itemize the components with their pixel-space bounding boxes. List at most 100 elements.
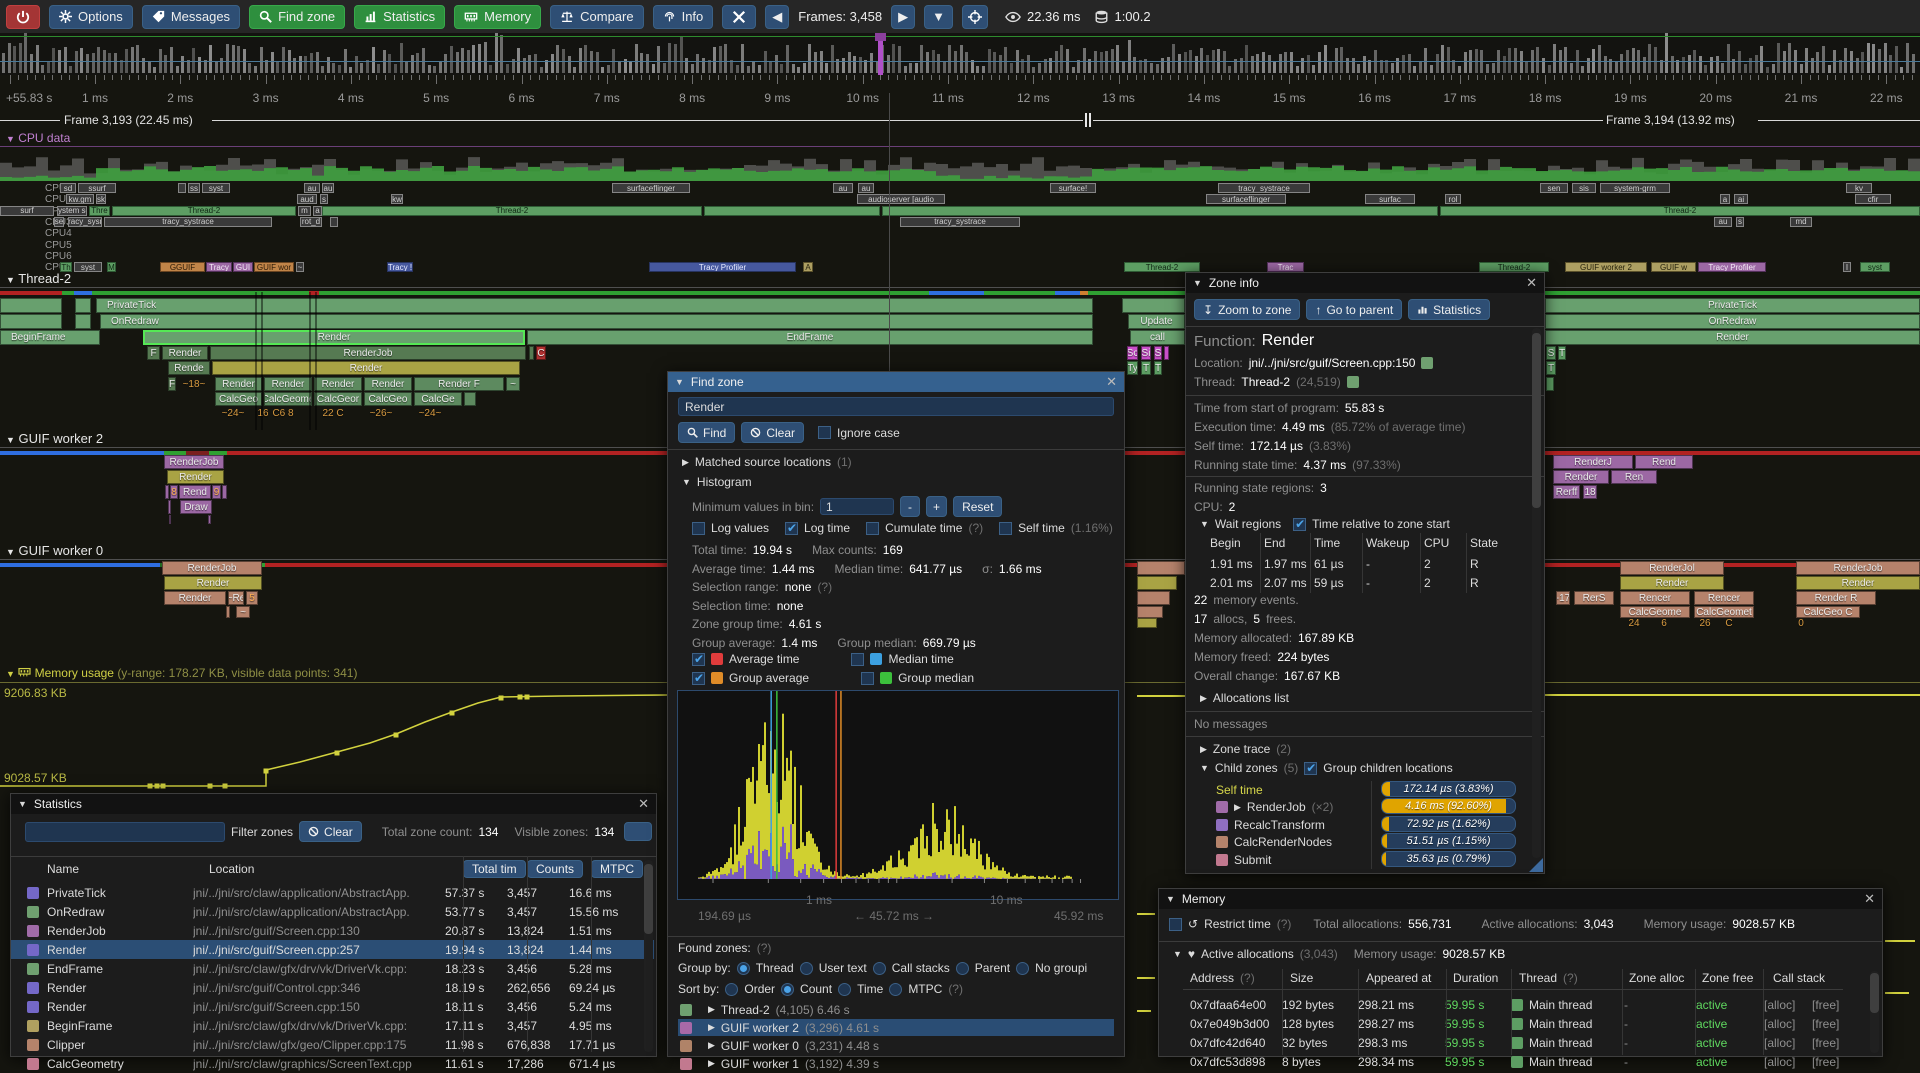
prev-frame-button[interactable]: ◀ bbox=[765, 5, 789, 29]
zone-info-titlebar[interactable]: ▼ Zone info ✕ bbox=[1186, 273, 1544, 293]
timeline-zone[interactable]: 9 bbox=[212, 485, 221, 499]
cpu-zone[interactable]: Tracy Profiler bbox=[649, 262, 796, 272]
timeline-zone[interactable]: Render bbox=[364, 377, 412, 391]
find-button[interactable]: Find bbox=[678, 422, 735, 443]
collapse-icon[interactable]: ▼ bbox=[18, 799, 27, 809]
histogram-plot[interactable] bbox=[677, 690, 1119, 900]
cpu-zone[interactable]: au bbox=[322, 183, 334, 193]
log-values-checkbox[interactable] bbox=[692, 522, 705, 535]
timeline-zone[interactable] bbox=[464, 392, 476, 406]
clipped-pill-button[interactable] bbox=[624, 822, 652, 841]
cpu-zone[interactable]: M bbox=[107, 262, 116, 272]
zone-location[interactable]: jni/../jni/src/guif/Screen.cpp:150 bbox=[1249, 356, 1416, 370]
cpu-zone[interactable]: A bbox=[803, 262, 813, 272]
col-counts[interactable]: Counts bbox=[527, 860, 583, 878]
timeline-zone[interactable] bbox=[1137, 561, 1185, 575]
found-zone-thread-row[interactable]: ▶Thread-2(4,105) 6.46 s bbox=[678, 1001, 1114, 1018]
cpu-zone[interactable]: sk bbox=[96, 194, 106, 204]
timeline-zone[interactable]: Render bbox=[1620, 576, 1724, 590]
user-text-radio[interactable] bbox=[800, 962, 813, 975]
search-input[interactable]: Render bbox=[678, 397, 1114, 416]
timeline-zone[interactable]: PrivateTick bbox=[96, 298, 1093, 313]
found-zone-thread-row[interactable]: ▶GUIF worker 0(3,231) 4.48 s bbox=[678, 1037, 1114, 1054]
zone-statistics-button[interactable]: Statistics bbox=[1408, 299, 1490, 320]
cpu-zone[interactable]: au bbox=[1714, 217, 1732, 227]
cpu-zone[interactable]: kw bbox=[391, 194, 403, 204]
legend-checkbox[interactable] bbox=[851, 653, 864, 666]
thread-header[interactable]: ▼ Thread-2 bbox=[6, 271, 71, 286]
child-zone-row[interactable]: CalcRenderNodes bbox=[1216, 835, 1332, 849]
cpu-zone[interactable]: rot_d bbox=[300, 217, 322, 227]
cpu-zone[interactable]: Thread-2 bbox=[1124, 262, 1200, 272]
timeline-zone[interactable]: Rencer bbox=[1620, 591, 1690, 605]
cpu-zone[interactable]: Thread-2 bbox=[1440, 206, 1920, 216]
cpu-data-header[interactable]: ▼ CPU data bbox=[6, 131, 70, 145]
order-radio[interactable] bbox=[725, 983, 738, 996]
cpu-zone[interactable]: GUIF worker 2 bbox=[1565, 262, 1647, 272]
timeline-zone[interactable]: S bbox=[1546, 346, 1556, 360]
memory-col-header[interactable]: Size bbox=[1290, 971, 1313, 985]
cpu-zone[interactable]: au bbox=[304, 183, 320, 193]
timeline-zone[interactable]: ~24~ bbox=[218, 407, 248, 419]
cpu-zone[interactable]: a bbox=[313, 206, 322, 216]
timeline-zone[interactable]: C bbox=[536, 346, 546, 360]
self-time-checkbox[interactable] bbox=[999, 522, 1012, 535]
timeline-zone[interactable]: Rencer bbox=[1694, 591, 1754, 605]
goto-frame-button[interactable]: ▼ bbox=[924, 5, 953, 29]
power-button[interactable] bbox=[6, 5, 40, 29]
timeline-zone[interactable]: ~ bbox=[236, 606, 250, 618]
timeline-zone[interactable]: ~26~ bbox=[364, 407, 398, 419]
collapse-icon[interactable]: ▼ bbox=[682, 477, 691, 487]
go-to-parent-button[interactable]: ↑Go to parent bbox=[1306, 299, 1402, 320]
cpu-zone[interactable]: syst bbox=[202, 183, 230, 193]
options-button[interactable]: Options bbox=[49, 5, 133, 29]
cpu-zone[interactable]: surfaceflinger bbox=[1206, 194, 1286, 204]
timeline-zone[interactable]: Render bbox=[1796, 576, 1920, 590]
timeline-zone[interactable] bbox=[226, 606, 230, 618]
cpu-zone[interactable]: GUIF wor bbox=[254, 262, 294, 272]
timeline-zone[interactable]: RenderJol bbox=[1620, 561, 1724, 575]
timeline-zone[interactable]: RerS bbox=[1574, 591, 1614, 605]
zoom-to-zone-button[interactable]: ↧Zoom to zone bbox=[1194, 299, 1300, 320]
statistics-scrollbar[interactable] bbox=[644, 860, 653, 1052]
cpu-zone[interactable]: s bbox=[1736, 217, 1744, 227]
legend-checkbox[interactable] bbox=[692, 672, 705, 685]
timeline-zone[interactable]: Render F bbox=[414, 377, 504, 391]
timeline-zone[interactable]: BeginFrame bbox=[0, 330, 100, 345]
cpu-zone[interactable]: sen bbox=[1540, 183, 1568, 193]
timeline-zone[interactable] bbox=[1137, 618, 1157, 628]
memory-col-header[interactable]: Call stack bbox=[1773, 971, 1825, 985]
cumulate-time-checkbox[interactable] bbox=[866, 522, 879, 535]
find-zone-titlebar[interactable]: ▼ Find zone ✕ bbox=[668, 372, 1124, 392]
collapse-icon[interactable]: ▼ bbox=[1166, 894, 1175, 904]
timeline-zone[interactable]: CalcGeo C bbox=[1796, 606, 1860, 618]
timeline-zone[interactable]: 18 bbox=[1583, 485, 1597, 499]
cpu-zone[interactable]: ~ bbox=[296, 262, 304, 272]
timeline-zone[interactable]: RenderJob bbox=[1796, 561, 1920, 575]
parent-radio[interactable] bbox=[956, 962, 969, 975]
cpu-zone[interactable]: rol bbox=[1445, 194, 1461, 204]
cpu-zone[interactable]: se bbox=[54, 217, 64, 227]
timeline-zone[interactable]: PrivateTick bbox=[1545, 298, 1920, 313]
timeline-zone[interactable]: Render bbox=[264, 377, 312, 391]
timeline-zone[interactable]: OnRedraw bbox=[100, 314, 1093, 329]
timeline-zone[interactable]: T bbox=[1141, 361, 1151, 375]
timeline-zone[interactable] bbox=[208, 515, 211, 524]
timeline-zone[interactable] bbox=[529, 346, 534, 360]
found-zone-thread-row[interactable]: ▶GUIF worker 1(3,192) 4.39 s bbox=[678, 1055, 1114, 1072]
timeline-zone[interactable]: CalcGeome bbox=[1620, 606, 1690, 618]
timeline-zone[interactable]: 5 bbox=[246, 591, 258, 605]
filter-input[interactable] bbox=[25, 822, 225, 842]
timeline-zone[interactable]: 24 bbox=[1622, 618, 1646, 628]
found-zone-thread-row[interactable]: ▶GUIF worker 2(3,296) 4.61 s bbox=[678, 1019, 1114, 1036]
cpu-zone[interactable]: au bbox=[858, 183, 874, 193]
cpu-zone[interactable]: au bbox=[833, 183, 853, 193]
